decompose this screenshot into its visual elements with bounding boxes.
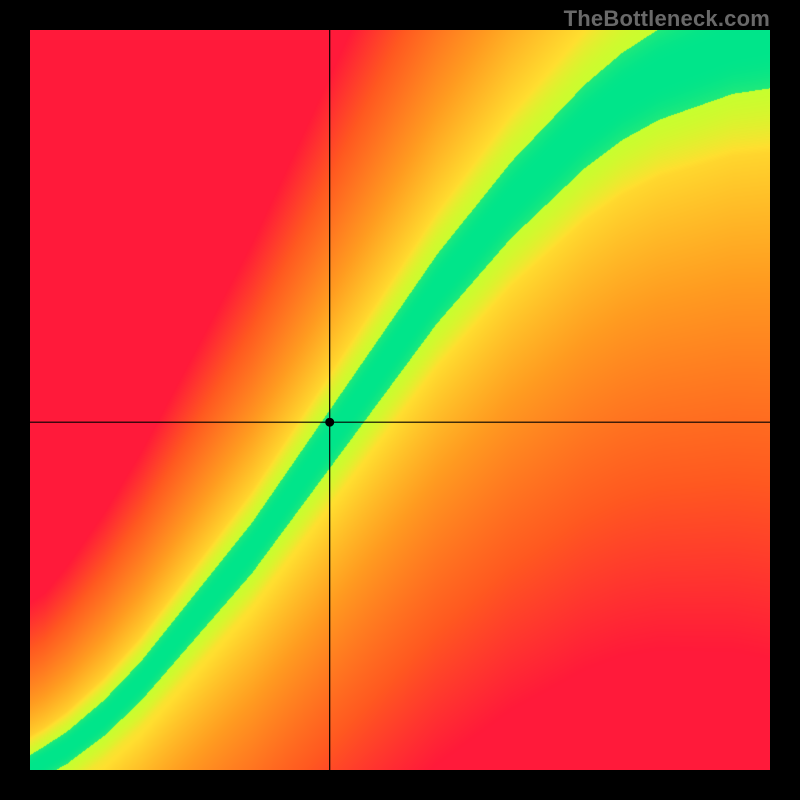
chart-frame: TheBottleneck.com: [0, 0, 800, 800]
watermark-text: TheBottleneck.com: [564, 6, 770, 32]
bottleneck-heatmap: [30, 30, 770, 770]
